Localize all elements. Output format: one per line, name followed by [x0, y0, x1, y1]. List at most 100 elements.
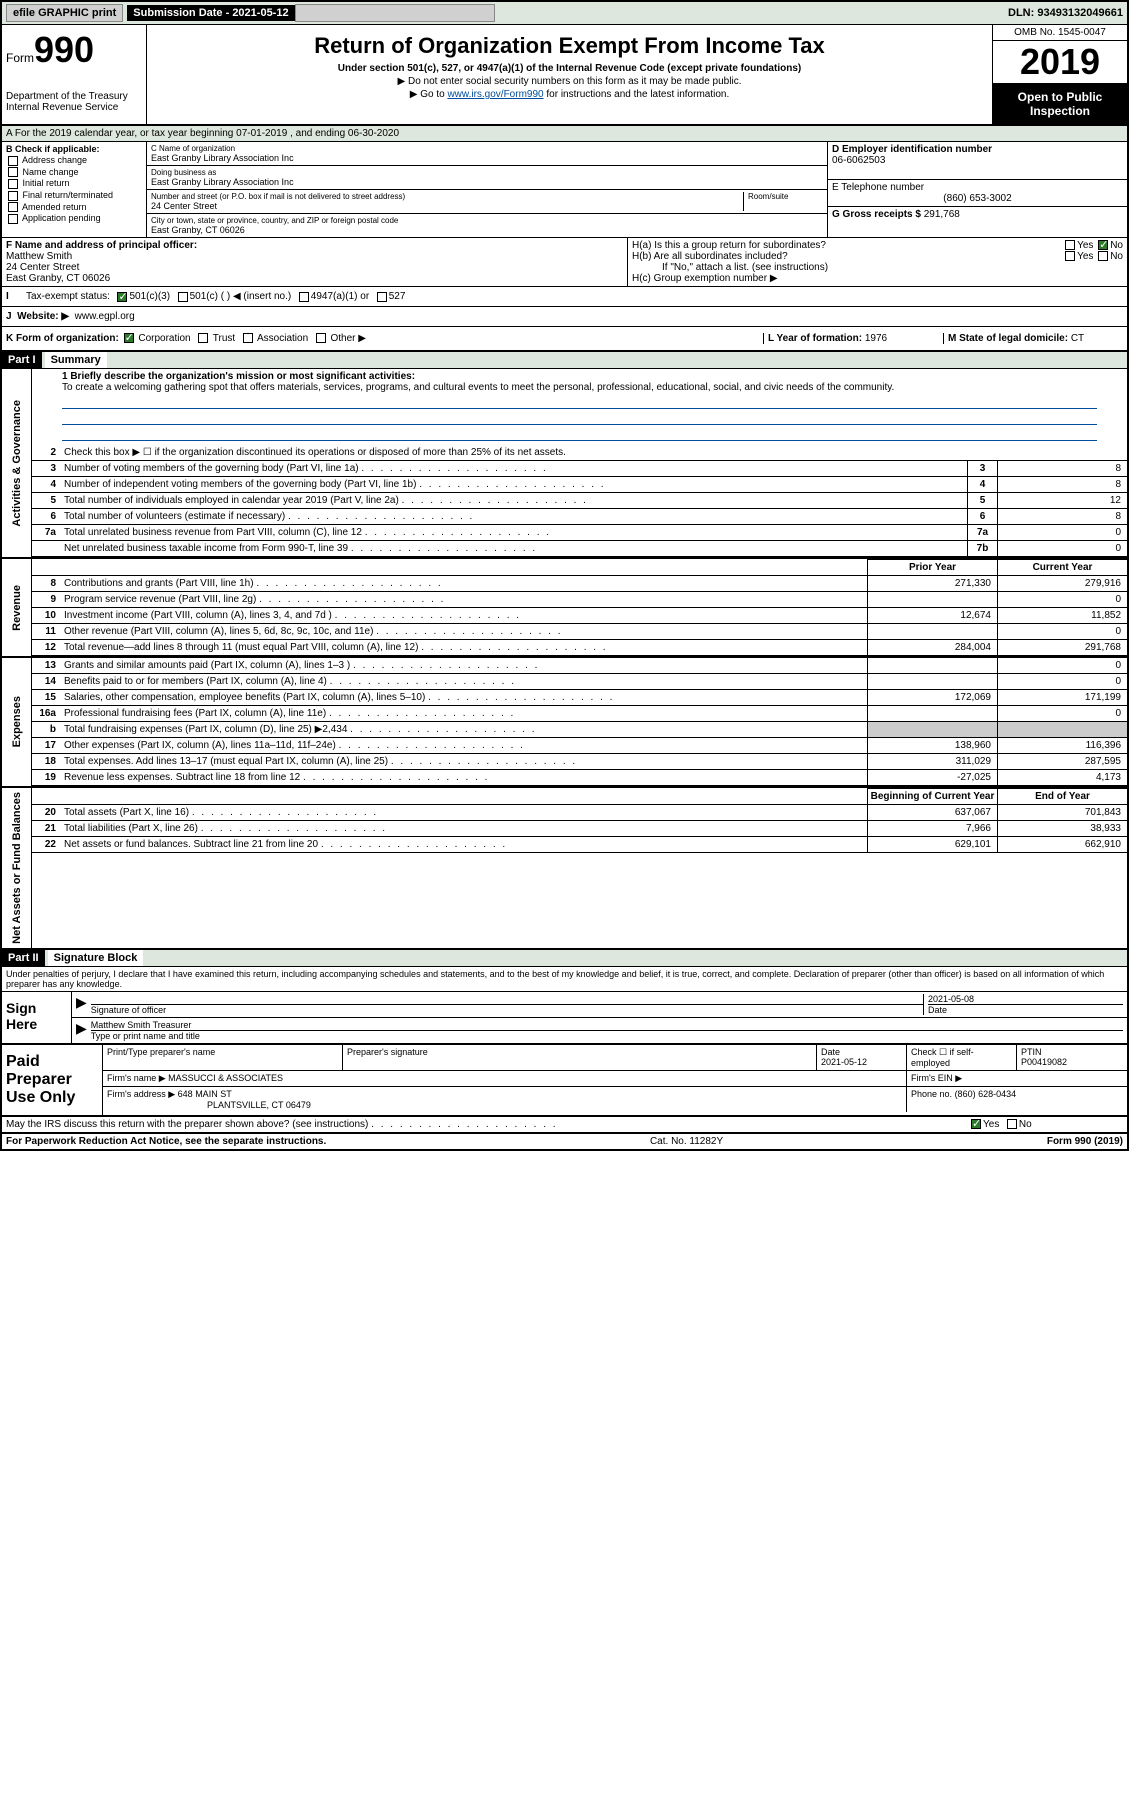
firm-addr-label: Firm's address ▶ [107, 1089, 175, 1099]
m-value: CT [1071, 333, 1084, 344]
check-assoc[interactable] [243, 333, 253, 343]
part2-header: Part II Signature Block [2, 950, 1127, 967]
summary-expenses: Expenses 13 Grants and similar amounts p… [2, 658, 1127, 788]
efile-button[interactable]: efile GRAPHIC print [6, 4, 123, 22]
g-value: 291,768 [924, 209, 960, 220]
discuss-text: May the IRS discuss this return with the… [6, 1119, 368, 1130]
check-4947[interactable] [299, 292, 309, 302]
blank-button [295, 4, 495, 22]
rev-body: Prior Year Current Year 8 Contributions … [32, 559, 1127, 656]
opt-trust: Trust [213, 333, 235, 344]
line1-label: 1 Briefly describe the organization's mi… [62, 371, 1097, 382]
exp-label: Expenses [2, 658, 32, 786]
gov-line-5: 5 Total number of individuals employed i… [32, 493, 1127, 509]
department: Department of the Treasury Internal Reve… [6, 91, 142, 113]
l-value: 1976 [865, 333, 887, 344]
opt-assoc: Association [257, 333, 308, 344]
opt-other: Other ▶ [330, 333, 365, 344]
sig-date: 2021-05-08 [928, 994, 1123, 1004]
declaration: Under penalties of perjury, I declare th… [2, 967, 1127, 991]
line-13: 13 Grants and similar amounts paid (Part… [32, 658, 1127, 674]
col-current: Current Year [997, 559, 1127, 575]
j-text: Website: ▶ [17, 311, 69, 322]
g-label: G Gross receipts $ [832, 209, 921, 220]
prep-name-label: Print/Type preparer's name [103, 1045, 343, 1070]
sig-date-label: Date [928, 1004, 1123, 1015]
irs-link[interactable]: www.irs.gov/Form990 [447, 89, 543, 100]
line2: 2Check this box ▶ ☐ if the organization … [32, 445, 1127, 461]
net-colhead: Beginning of Current Year End of Year [32, 788, 1127, 805]
paid-line-2: Firm's name ▶ MASSUCCI & ASSOCIATES Firm… [103, 1071, 1127, 1087]
gov-line-3: 3 Number of voting members of the govern… [32, 461, 1127, 477]
website-value[interactable]: www.egpl.org [75, 311, 135, 322]
hb-label: H(b) Are all subordinates included? [632, 251, 788, 262]
check-amended[interactable]: Amended return [6, 202, 142, 213]
col-f: F Name and address of principal officer:… [2, 238, 627, 286]
gov-line-7b: Net unrelated business taxable income fr… [32, 541, 1127, 557]
firm-addr1: 648 MAIN ST [178, 1089, 232, 1099]
section-f-h: F Name and address of principal officer:… [2, 238, 1127, 287]
discuss-yes: Yes [983, 1119, 999, 1130]
line-9: 9 Program service revenue (Part VIII, li… [32, 592, 1127, 608]
street-label: Number and street (or P.O. box if mail i… [151, 192, 743, 201]
firm-ein-label: Firm's EIN ▶ [907, 1071, 1127, 1086]
b-label: B Check if applicable: [6, 144, 142, 154]
check-501c[interactable] [178, 292, 188, 302]
opt-501c3: 501(c)(3) [129, 291, 170, 302]
ha-yes[interactable]: Yes [1077, 240, 1093, 251]
paid-label: Paid Preparer Use Only [2, 1045, 102, 1115]
check-final[interactable]: Final return/terminated [6, 190, 142, 201]
part2-title: Signature Block [48, 950, 144, 966]
footer-mid: Cat. No. 11282Y [326, 1136, 1047, 1147]
part1-num: Part I [2, 352, 42, 368]
col-begin: Beginning of Current Year [867, 788, 997, 804]
firm-name-label: Firm's name ▶ [107, 1073, 166, 1083]
mission-line [62, 411, 1097, 425]
rev-label: Revenue [2, 559, 32, 656]
city-label: City or town, state or province, country… [151, 216, 823, 225]
discuss-no-check[interactable] [1007, 1119, 1017, 1129]
col-d-through-g: D Employer identification number 06-6062… [827, 142, 1127, 237]
check-trust[interactable] [198, 333, 208, 343]
footer-right: Form 990 (2019) [1047, 1136, 1123, 1147]
line-19: 19 Revenue less expenses. Subtract line … [32, 770, 1127, 786]
firm-addr2: PLANTSVILLE, CT 06479 [107, 1100, 311, 1110]
line-11: 11 Other revenue (Part VIII, column (A),… [32, 624, 1127, 640]
discuss-row: May the IRS discuss this return with the… [2, 1117, 1127, 1134]
hb-yes[interactable]: Yes [1077, 251, 1093, 262]
check-initial[interactable]: Initial return [6, 178, 142, 189]
k-label: K Form of organization: [6, 333, 119, 344]
col-c: C Name of organization East Granby Libra… [147, 142, 827, 237]
check-501c3[interactable] [117, 292, 127, 302]
header-mid: Return of Organization Exempt From Incom… [147, 25, 992, 124]
check-name[interactable]: Name change [6, 167, 142, 178]
sig-name-label: Type or print name and title [91, 1030, 1123, 1041]
form-990-page: efile GRAPHIC print Submission Date - 20… [0, 0, 1129, 1151]
check-address[interactable]: Address change [6, 155, 142, 166]
row-j-website: J Website: ▶ www.egpl.org [2, 307, 1127, 327]
f-name: Matthew Smith [6, 251, 623, 262]
form-num: 990 [34, 29, 94, 70]
net-body: Beginning of Current Year End of Year 20… [32, 788, 1127, 948]
room-label: Room/suite [748, 192, 823, 201]
hb-no[interactable]: No [1110, 251, 1123, 262]
cell-phone: E Telephone number (860) 653-3002 [828, 180, 1127, 207]
f-street: 24 Center Street [6, 262, 623, 273]
cell-dba: Doing business as East Granby Library As… [147, 166, 827, 190]
opt-corp: Corporation [138, 333, 190, 344]
form-number: Form990 [6, 29, 142, 71]
discuss-yes-check[interactable] [971, 1119, 981, 1129]
ha-no[interactable]: No [1110, 240, 1123, 251]
m-label: M State of legal domicile: [948, 333, 1068, 344]
prep-check[interactable]: Check ☐ if self-employed [907, 1045, 1017, 1070]
check-corp[interactable] [124, 333, 134, 343]
check-527[interactable] [377, 292, 387, 302]
arrow-icon: ▶ [76, 994, 87, 1015]
header-right: OMB No. 1545-0047 2019 Open to Public In… [992, 25, 1127, 124]
footer-left: For Paperwork Reduction Act Notice, see … [6, 1136, 326, 1147]
hb-row: H(b) Are all subordinates included? Yes … [632, 251, 1123, 262]
line-10: 10 Investment income (Part VIII, column … [32, 608, 1127, 624]
check-other[interactable] [316, 333, 326, 343]
check-pending[interactable]: Application pending [6, 213, 142, 224]
line-8: 8 Contributions and grants (Part VIII, l… [32, 576, 1127, 592]
